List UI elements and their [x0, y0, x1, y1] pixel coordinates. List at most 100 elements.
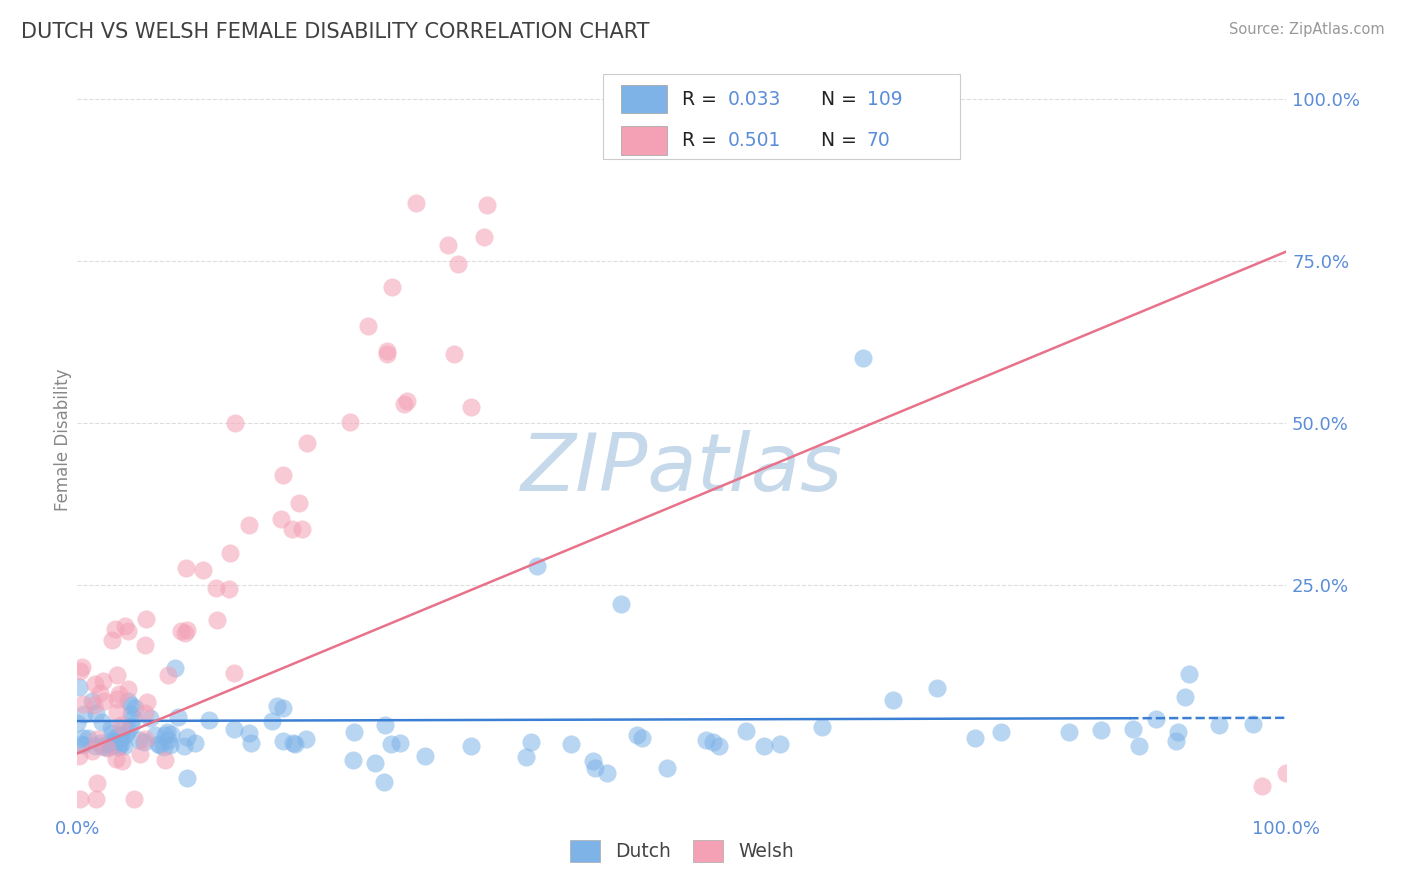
Point: [124, 701, 146, 715]
Point: [76, 731, 98, 745]
Point: [583, 761, 606, 775]
Point: [129, 747, 152, 761]
Point: [695, 732, 717, 747]
Point: [281, 523, 304, 537]
Point: [110, 728, 132, 742]
Text: ZIPatlas: ZIPatlas: [520, 430, 844, 508]
Point: [526, 558, 548, 573]
Point: [69, 665, 91, 679]
Point: [80, 744, 103, 758]
Point: [626, 728, 648, 742]
Point: [105, 691, 128, 706]
Text: R =: R =: [682, 131, 723, 150]
Point: [965, 731, 987, 745]
FancyBboxPatch shape: [603, 74, 960, 160]
Point: [1174, 690, 1197, 704]
Point: [560, 737, 582, 751]
Point: [460, 400, 482, 414]
Point: [1164, 734, 1187, 748]
Point: [460, 739, 482, 754]
Point: [735, 723, 758, 738]
Point: [610, 598, 633, 612]
Point: [515, 749, 537, 764]
Point: [218, 582, 240, 597]
Point: [295, 435, 318, 450]
Point: [238, 725, 260, 739]
Point: [89, 736, 111, 750]
Point: [205, 581, 228, 595]
Point: [1167, 725, 1189, 739]
Point: [343, 724, 366, 739]
Text: 0.501: 0.501: [728, 131, 782, 150]
Point: [447, 257, 470, 271]
Point: [176, 730, 198, 744]
Point: [72, 738, 94, 752]
Point: [152, 739, 174, 754]
Point: [111, 754, 134, 768]
Point: [139, 711, 162, 725]
Y-axis label: Female Disability: Female Disability: [53, 368, 72, 510]
Point: [405, 195, 427, 210]
Point: [83, 739, 105, 754]
Point: [1090, 723, 1112, 737]
Point: [271, 733, 294, 747]
Point: [1128, 739, 1150, 754]
Point: [89, 686, 111, 700]
Point: [86, 775, 108, 789]
Point: [105, 730, 128, 744]
Point: [472, 229, 495, 244]
Point: [990, 725, 1012, 739]
Point: [72, 660, 94, 674]
Point: [132, 735, 155, 749]
Point: [120, 719, 142, 733]
Point: [380, 737, 402, 751]
Point: [105, 668, 128, 682]
Point: [364, 756, 387, 771]
Point: [117, 682, 139, 697]
Point: [377, 343, 399, 358]
Point: [66, 716, 89, 731]
Point: [224, 666, 246, 681]
Point: [101, 738, 124, 752]
Point: [630, 731, 652, 746]
Point: [72, 737, 94, 751]
Point: [107, 739, 129, 754]
Point: [91, 715, 114, 730]
Point: [443, 347, 465, 361]
Point: [117, 723, 139, 737]
Point: [157, 668, 180, 682]
Point: [117, 624, 139, 638]
Point: [657, 761, 679, 775]
Point: [702, 735, 724, 749]
Point: [288, 496, 311, 510]
Point: [184, 736, 207, 750]
Point: [156, 724, 179, 739]
Point: [291, 522, 314, 536]
Point: [1251, 779, 1274, 793]
Point: [260, 714, 283, 728]
Point: [96, 741, 118, 756]
Point: [375, 347, 398, 361]
Point: [173, 739, 195, 754]
Point: [67, 748, 90, 763]
Point: [238, 517, 260, 532]
Point: [176, 771, 198, 785]
Text: 109: 109: [868, 90, 903, 109]
Point: [271, 467, 294, 482]
Point: [339, 416, 361, 430]
Point: [93, 739, 115, 754]
Point: [1241, 717, 1264, 731]
Point: [198, 713, 221, 727]
Point: [117, 694, 139, 708]
Point: [100, 734, 122, 748]
Point: [112, 723, 135, 737]
Point: [128, 732, 150, 747]
Point: [114, 619, 136, 633]
Point: [149, 738, 172, 752]
Point: [108, 739, 131, 753]
Point: [110, 737, 132, 751]
Point: [134, 731, 156, 746]
Point: [1144, 712, 1167, 726]
Point: [395, 394, 418, 409]
Text: 70: 70: [868, 131, 890, 150]
